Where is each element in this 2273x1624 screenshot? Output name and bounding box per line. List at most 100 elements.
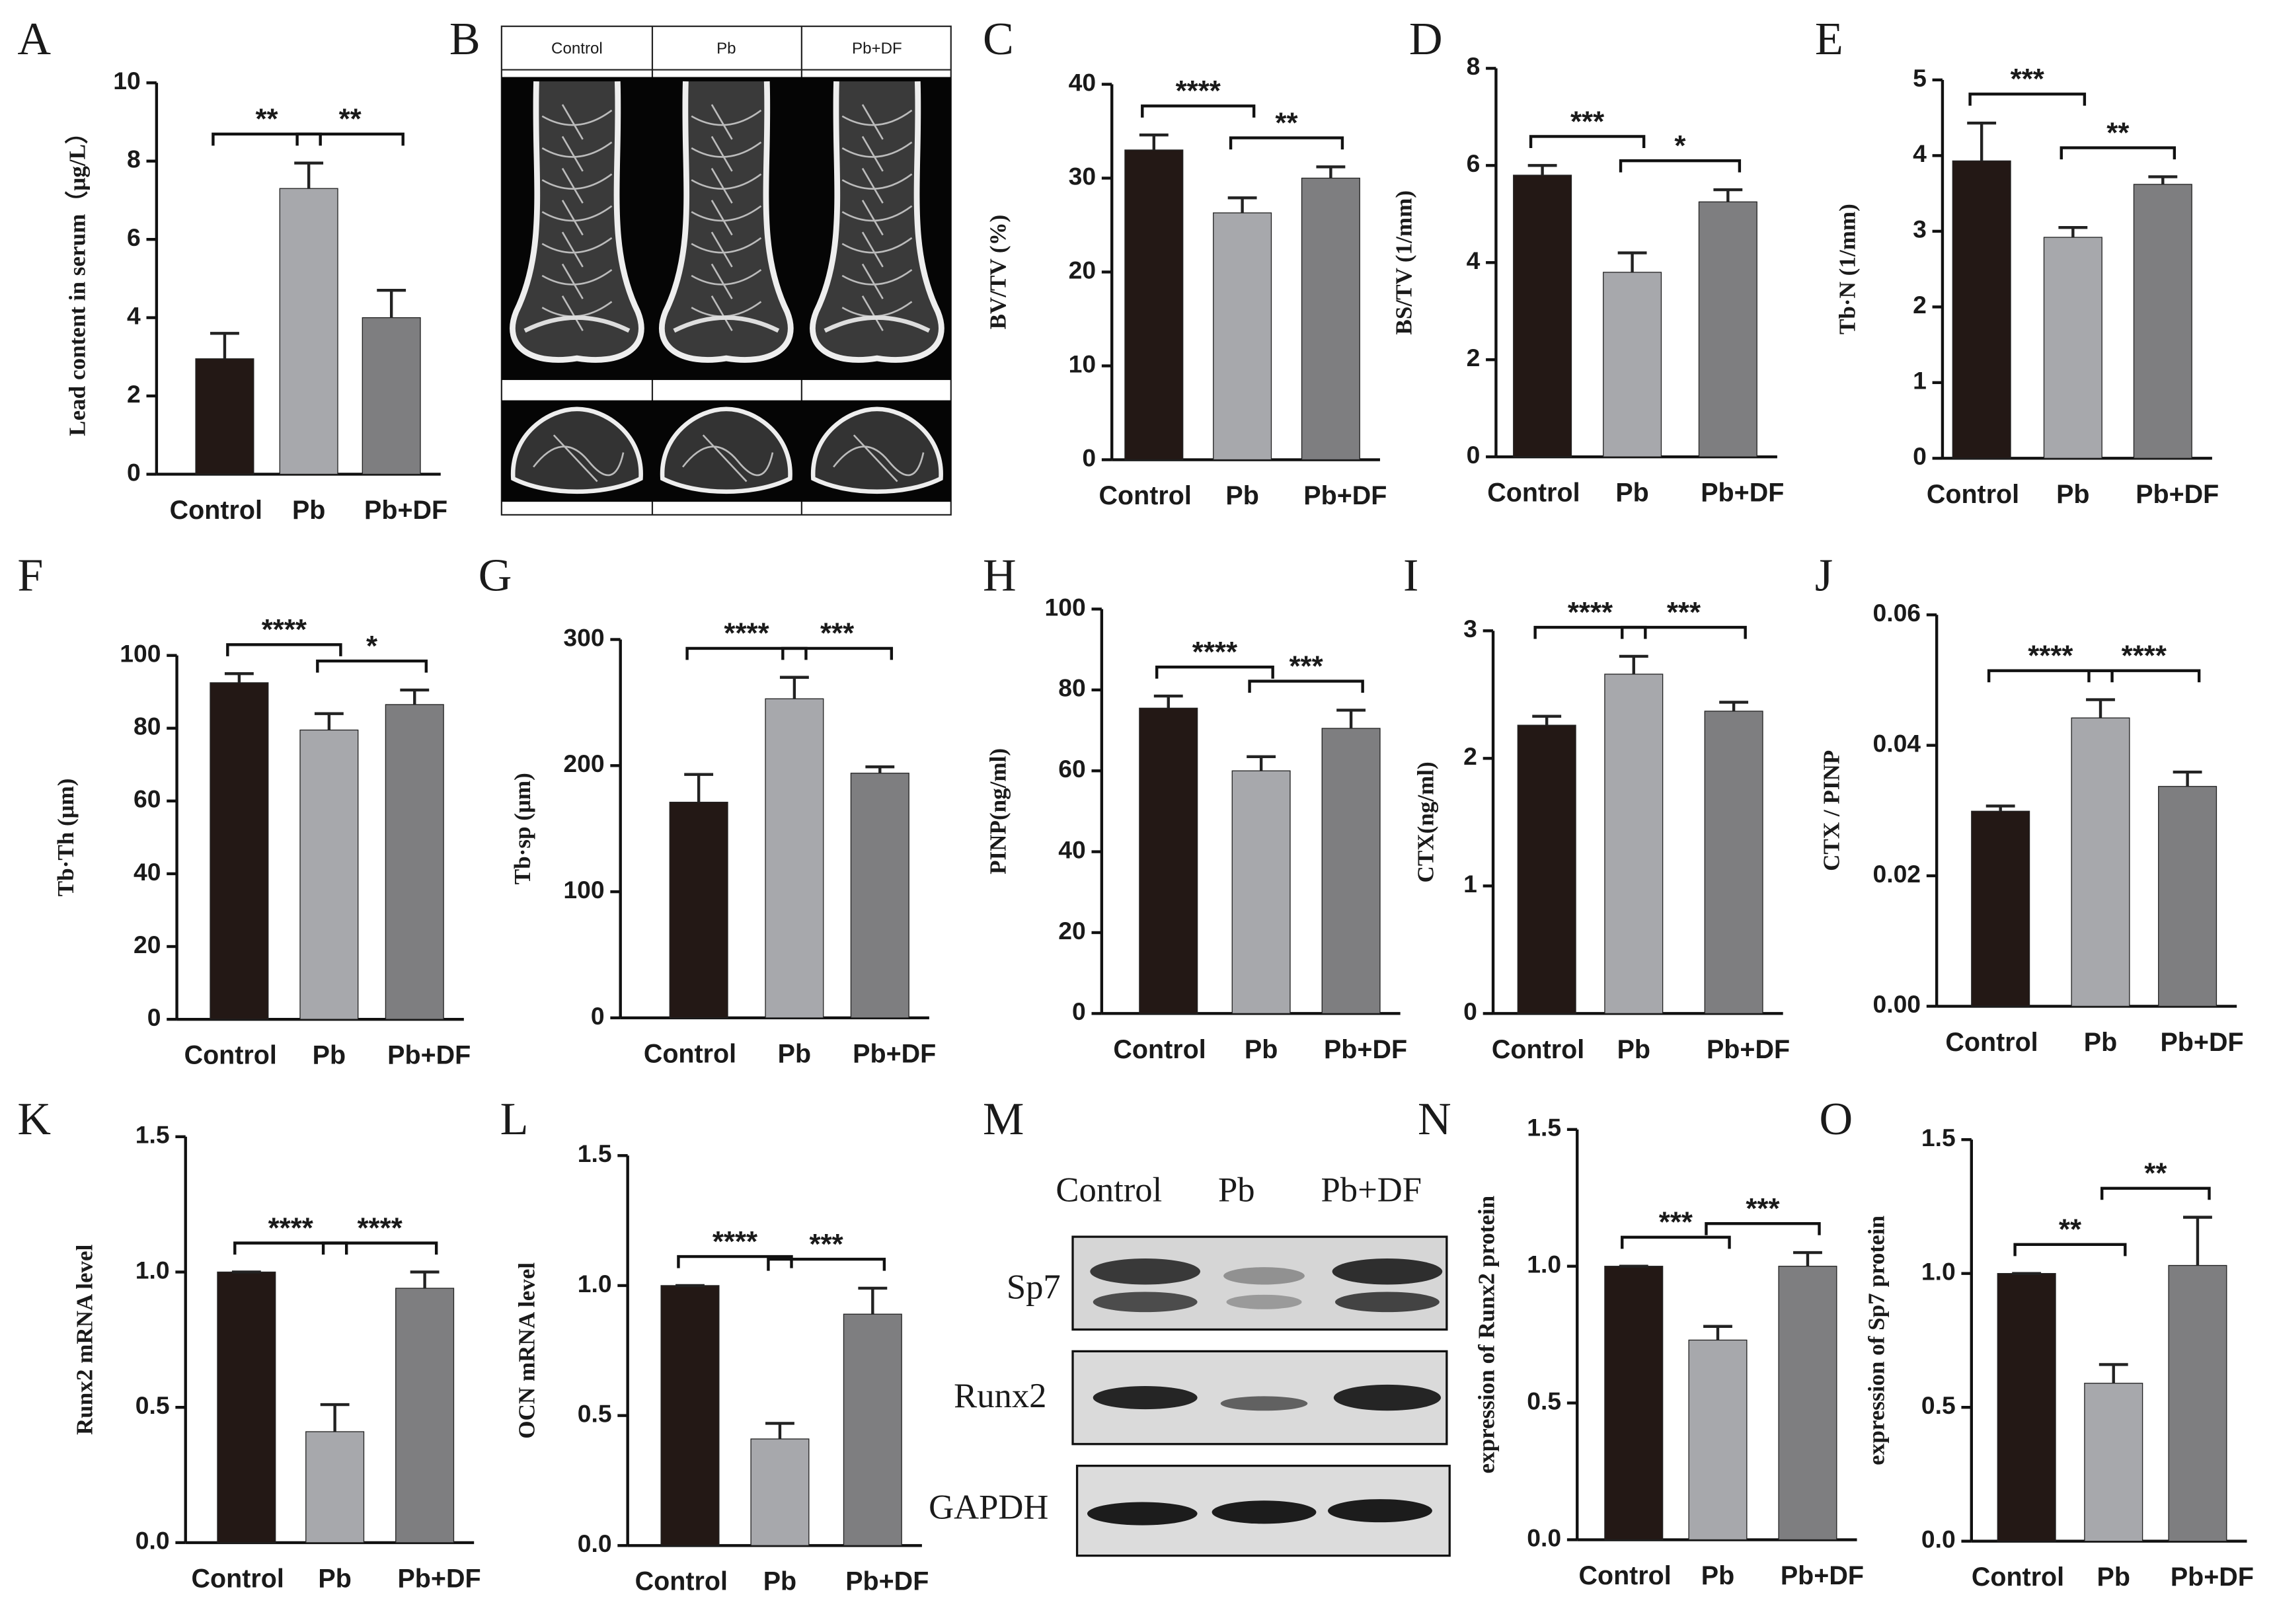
error-bar [2086,698,2115,718]
error-bar [1527,164,1557,176]
error-bar [410,1270,440,1289]
blot-band [1093,1292,1198,1313]
lane-label: Pb+DF [1321,1171,1422,1209]
error-bar [1713,188,1743,202]
error-bar [2173,770,2202,787]
y-tick-label: 0 [1913,442,1927,470]
trabecula [541,263,613,299]
significance-bracket [2100,1186,2211,1200]
trabecula [691,168,762,204]
error-bar [1532,715,1562,726]
bar [1971,810,2030,1007]
y-tick-label: 4 [127,301,141,329]
x-tick-label: Pb+DF [364,496,447,525]
lane-label: Pb [1218,1171,1255,1209]
y-tick-label: 0.0 [1527,1524,1561,1551]
significance-bracket [321,1241,438,1255]
bar [305,1431,365,1543]
x-tick-label: Pb [2056,480,2089,509]
y-tick-label: 2 [1913,291,1927,319]
significance-label: **** [1568,596,1613,629]
significance-label: **** [713,1225,758,1258]
error-bar [2148,175,2178,184]
x-tick-label: Pb+DF [845,1567,929,1596]
bar [2071,717,2130,1007]
significance-label: *** [1570,105,1605,137]
error-bar [2099,1363,2128,1383]
x-tick-label: Control [1972,1563,2064,1592]
y-axis-label: BS/TV (1/mm) [1391,190,1416,335]
significance-label: **** [268,1212,314,1244]
x-tick-label: Control [1945,1028,2038,1057]
error-bar [858,1286,888,1315]
y-axis-label: OCN mRNA level [514,1262,540,1439]
trabecula [841,135,913,172]
blot-band [1226,1294,1302,1309]
y-tick-label: 0 [1072,997,1086,1025]
x-tick-label: Pb+DF [1781,1561,1864,1590]
blot-band [1212,1500,1317,1524]
bar [1231,770,1291,1015]
panel-letter: M [983,1093,1024,1145]
y-tick-label: 3 [1913,215,1927,243]
bar [1517,724,1576,1015]
y-tick-label: 1 [1463,870,1477,898]
panel-letter: B [449,13,481,65]
column-header: Pb [716,40,736,58]
bar [1688,1339,1748,1541]
blot-band [1328,1499,1432,1523]
y-tick-label: 0.5 [578,1399,612,1427]
error-bar [1617,251,1647,272]
y-tick-label: 0.5 [135,1391,170,1419]
x-tick-label: Pb [2084,1028,2117,1057]
significance-label: ** [2106,116,2130,149]
y-axis-label: PINP(ng/ml) [985,748,1011,874]
column-header: Pb+DF [852,40,902,58]
significance-bracket [226,643,342,656]
column-header: Control [551,40,603,58]
error-bar [1793,1251,1822,1266]
significance-label: ** [1275,106,1298,139]
significance-bracket [212,132,322,146]
lane-label: Control [1056,1171,1162,1209]
y-tick-label: 300 [563,623,604,651]
x-tick-label: Control [1113,1035,1206,1064]
y-axis-label: expression of Runx2 protein [1474,1196,1500,1474]
trabecula [691,104,762,140]
significance-label: *** [2011,63,2045,95]
trabecula [841,263,913,299]
error-bar [1153,694,1183,709]
y-tick-label: 10 [1069,350,1096,377]
x-tick-label: Pb [1615,479,1648,508]
x-tick-label: Control [1492,1035,1584,1064]
error-bar [400,688,430,705]
x-tick-label: Pb+DF [2171,1563,2254,1592]
panel-letter: I [1403,550,1418,601]
bar [1301,177,1360,461]
bar [669,801,728,1019]
bar [395,1288,455,1543]
y-axis-label: CTX(ng/ml) [1412,761,1438,882]
y-tick-label: 100 [120,639,161,667]
bar [1321,728,1381,1015]
bar [1997,1273,2056,1542]
y-tick-label: 0.06 [1873,599,1921,627]
blot-band [1223,1267,1305,1285]
bar [850,773,909,1019]
trabecula [541,168,613,204]
y-axis-label: Tb·sp (μm) [510,773,535,884]
y-tick-label: 8 [1467,52,1481,80]
panel-letter: D [1409,13,1443,65]
bar [1604,674,1664,1015]
panel-letter: N [1418,1093,1451,1145]
trabecula [841,168,913,204]
y-tick-label: 80 [1058,674,1085,702]
significance-label: **** [724,617,769,650]
error-bar [314,712,344,730]
y-axis-label: expression of Sp7 protein [1863,1216,1889,1465]
panel-letter: K [17,1093,51,1145]
x-tick-label: Pb+DF [1707,1035,1790,1064]
